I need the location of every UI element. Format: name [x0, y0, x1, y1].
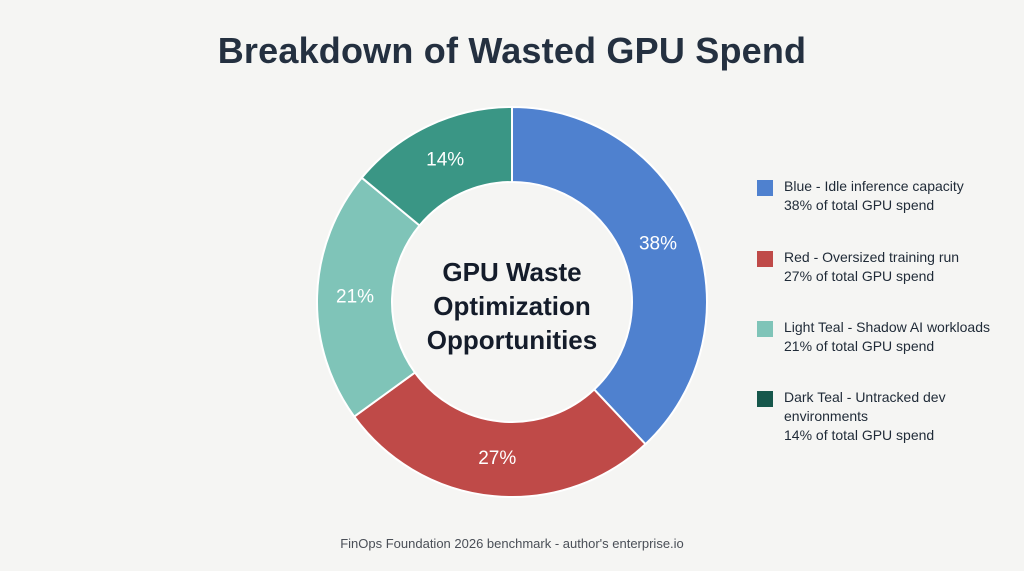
center-label-line: GPU Waste	[442, 257, 582, 287]
slice-value-label: 14%	[426, 149, 464, 170]
legend-line: Light Teal - Shadow AI workloads	[784, 319, 990, 335]
legend-line: Dark Teal - Untracked dev	[784, 389, 946, 405]
donut-slice	[511, 105, 708, 446]
donut-slice	[352, 371, 647, 498]
legend-line: 21% of total GPU spend	[784, 338, 935, 354]
donut-slice	[360, 105, 513, 227]
slice-value-label: 27%	[478, 448, 516, 469]
legend-text: Dark Teal - Untracked dev environments 1…	[784, 388, 946, 445]
source-note: FinOps Foundation 2026 benchmark - autho…	[340, 536, 684, 551]
legend-text: Light Teal - Shadow AI workloads 21% of …	[784, 318, 990, 356]
legend-swatch	[757, 180, 773, 196]
slice-value-label: 38%	[639, 234, 677, 255]
legend-swatch	[757, 321, 773, 337]
legend-line: 38% of total GPU spend	[784, 197, 935, 213]
center-label-line: Optimization	[433, 291, 591, 321]
legend-text: Blue - Idle inference capacity 38% of to…	[784, 177, 964, 215]
legend-swatch	[757, 391, 773, 407]
legend-item-untracked-dev: Dark Teal - Untracked dev environments 1…	[757, 388, 946, 445]
slice-value-label: 21%	[336, 287, 374, 308]
legend-item-oversized-training: Red - Oversized training run 27% of tota…	[757, 248, 959, 286]
legend-line: environments	[784, 408, 869, 424]
donut-slice	[316, 176, 421, 419]
legend-line: 14% of total GPU spend	[784, 427, 935, 443]
legend-line: 27% of total GPU spend	[784, 268, 935, 284]
legend-line: Red - Oversized training run	[784, 249, 960, 265]
chart-title: Breakdown of Wasted GPU Spend	[217, 30, 807, 71]
donut-center-label: GPU Waste Optimization Opportunities	[392, 255, 632, 357]
center-label-line: Opportunities	[426, 325, 598, 355]
legend-text: Red - Oversized training run 27% of tota…	[784, 248, 959, 286]
legend-line: Blue - Idle inference capacity	[784, 178, 964, 194]
legend-item-shadow-ai: Light Teal - Shadow AI workloads 21% of …	[757, 318, 990, 356]
legend-item-idle-inference: Blue - Idle inference capacity 38% of to…	[757, 177, 964, 215]
legend-swatch	[757, 251, 773, 267]
